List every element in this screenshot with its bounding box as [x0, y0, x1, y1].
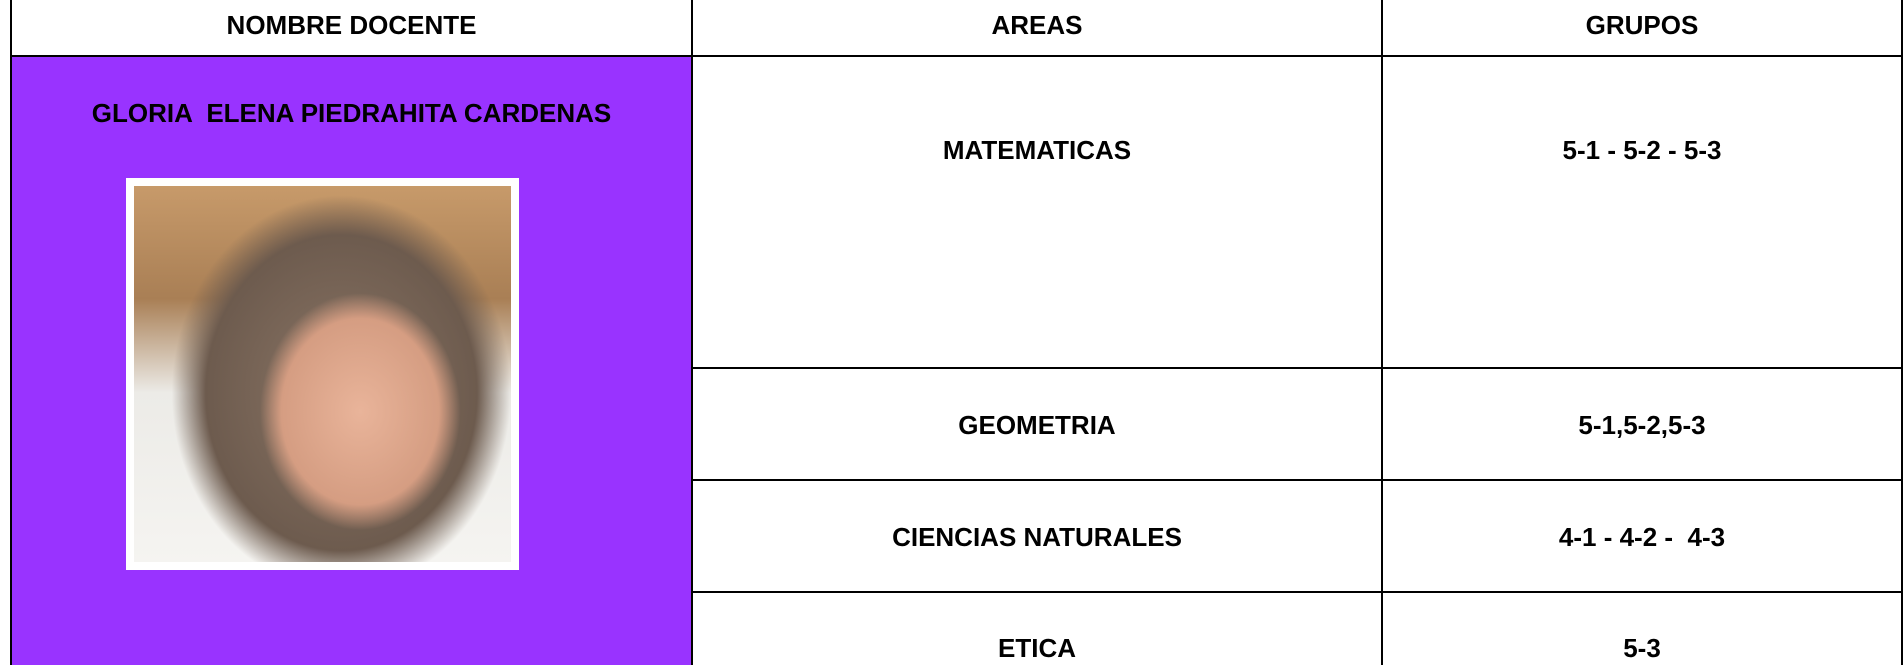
teacher-photo [126, 178, 519, 570]
header-cell: NOMBRE DOCENTE [10, 0, 691, 55]
group-text: 5-3 [1623, 633, 1661, 663]
group-cell: 5-1,5-2,5-3 [1381, 367, 1903, 479]
group-cell: 5-1 - 5-2 - 5-3 [1381, 55, 1903, 367]
area-cell: ETICA [691, 591, 1381, 665]
photo-image [134, 186, 511, 562]
header-cell: GRUPOS [1381, 0, 1903, 55]
area-cell: CIENCIAS NATURALES [691, 479, 1381, 591]
area-cell: GEOMETRIA [691, 367, 1381, 479]
group-text: 5-1 - 5-2 - 5-3 [1562, 135, 1722, 165]
area-cell: MATEMATICAS [691, 55, 1381, 367]
group-cell: 4-1 - 4-2 - 4-3 [1381, 479, 1903, 591]
header-cell: AREAS [691, 0, 1381, 55]
teacher-name: GLORIA ELENA PIEDRAHITA CARDENAS [91, 98, 612, 128]
header-text: AREAS [991, 10, 1083, 40]
area-text: ETICA [998, 633, 1076, 663]
group-text: 4-1 - 4-2 - 4-3 [1558, 522, 1726, 552]
area-text: GEOMETRIA [958, 410, 1116, 440]
group-cell: 5-3 [1381, 591, 1903, 665]
header-text: NOMBRE DOCENTE [226, 10, 477, 40]
area-text: MATEMATICAS [942, 135, 1132, 165]
area-text: CIENCIAS NATURALES [892, 522, 1182, 552]
group-text: 5-1,5-2,5-3 [1578, 410, 1706, 440]
header-text: GRUPOS [1585, 10, 1699, 40]
